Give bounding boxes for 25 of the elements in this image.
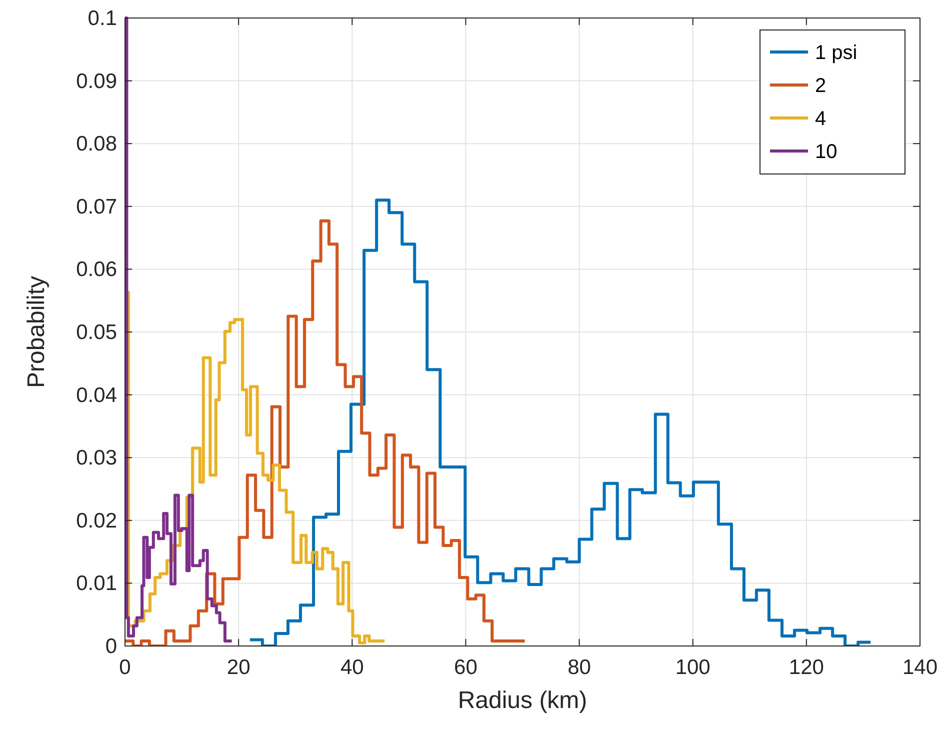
x-tick-label: 100	[675, 656, 710, 679]
x-tick-label: 140	[902, 656, 938, 679]
y-tick-label: 0.05	[76, 321, 117, 344]
y-tick-label: 0.09	[76, 70, 117, 93]
y-tick-label: 0.07	[76, 195, 117, 218]
y-tick-label: 0.1	[88, 7, 117, 30]
y-tick-label: 0	[105, 635, 117, 658]
legend-label: 1 psi	[815, 42, 858, 64]
legend-label: 4	[815, 108, 826, 130]
x-tick-label: 120	[788, 656, 824, 679]
y-tick-label: 0.04	[76, 384, 118, 407]
y-tick-label: 0.01	[76, 572, 117, 596]
y-tick-label: 0.08	[76, 132, 117, 156]
y-tick-label: 0.02	[76, 509, 117, 532]
legend-label: 2	[815, 75, 826, 97]
x-tick-label: 40	[340, 656, 364, 679]
y-axis-title: Probability	[23, 276, 50, 388]
y-tick-label: 0.06	[76, 258, 117, 282]
y-tick-label: 0.03	[76, 446, 117, 470]
x-tick-label: 0	[119, 656, 131, 679]
x-tick-label: 60	[454, 656, 478, 679]
legend-label: 10	[815, 141, 838, 163]
x-axis-title: Radius (km)	[458, 687, 588, 714]
x-tick-label: 20	[226, 656, 250, 679]
x-tick-label: 80	[568, 656, 591, 679]
